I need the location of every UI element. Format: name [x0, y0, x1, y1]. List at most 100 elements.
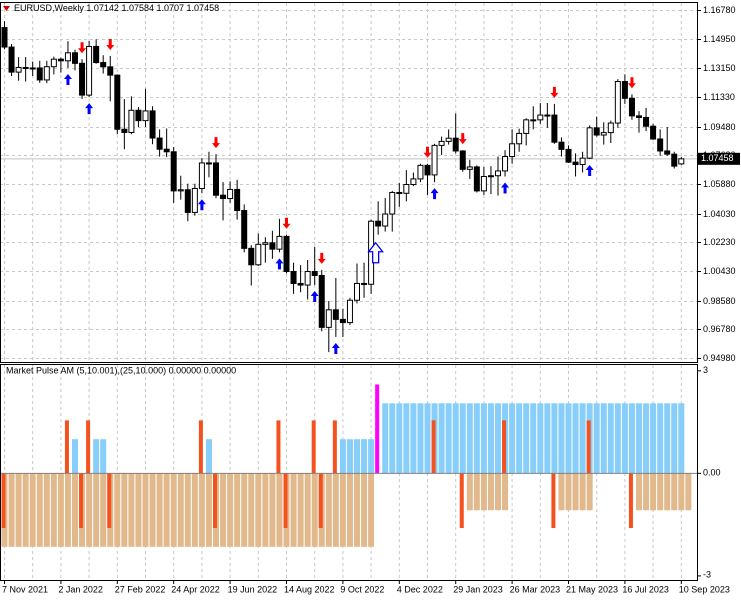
candle-body [487, 175, 494, 178]
last-high: 1.07584 [121, 3, 154, 13]
candle-body [382, 213, 389, 227]
histogram-bar [262, 473, 269, 547]
histogram-bar [191, 473, 198, 547]
candle-body [459, 150, 466, 170]
histogram-bar [551, 403, 558, 474]
candle-body [579, 157, 586, 166]
histogram-bar [495, 403, 501, 474]
histogram-bar [685, 473, 692, 511]
sell-arrow [550, 86, 559, 98]
histogram-bar [487, 403, 494, 474]
candle-body [262, 242, 269, 245]
y-tick-label: 1.16780 [703, 5, 736, 15]
candle-body [621, 81, 628, 99]
histogram-bar [586, 420, 591, 474]
y-tick-label: 0.00 [703, 468, 721, 478]
histogram-bar [466, 473, 473, 511]
candle-body [643, 116, 650, 127]
histogram-bar [614, 403, 621, 474]
histogram-bar [579, 473, 586, 511]
histogram-bar [502, 473, 509, 511]
histogram-bar [339, 473, 346, 547]
buy-arrow [310, 291, 319, 303]
symbol-icon [3, 6, 10, 11]
candle-body [220, 194, 227, 200]
candle-body [544, 114, 551, 117]
histogram-bar [248, 473, 255, 547]
x-tick-label: 9 Oct 2022 [340, 584, 384, 594]
candle-body [445, 137, 452, 142]
histogram-bar [290, 473, 297, 547]
histogram-bar [368, 439, 375, 474]
candle-body [332, 309, 339, 320]
candle-body [558, 141, 565, 150]
histogram-bar [643, 403, 650, 474]
candle-body [650, 125, 657, 140]
candle-body [255, 243, 262, 266]
candle-body [431, 144, 438, 176]
symbol: EURUSD,Weekly [14, 3, 84, 13]
y-tick-label: 1.14950 [703, 34, 736, 44]
candle-body [170, 151, 177, 192]
histogram-bar [410, 403, 417, 474]
candle-body [311, 270, 318, 276]
histogram-bar [382, 403, 389, 474]
histogram-bar [156, 473, 163, 547]
histogram-bar [346, 439, 353, 474]
histogram-bar [346, 473, 353, 547]
y-tick-label: 1.04030 [703, 209, 736, 219]
candle-body [107, 66, 114, 76]
candle-body [156, 137, 163, 150]
histogram-bar [628, 403, 635, 474]
histogram-bar [64, 420, 69, 474]
candle-body [354, 282, 360, 301]
y-tick-label: 1.13150 [703, 63, 736, 73]
candle-body [495, 170, 501, 177]
histogram-bar [255, 473, 262, 547]
histogram-bar [417, 403, 424, 474]
sell-arrow [106, 38, 115, 50]
histogram-bar [565, 473, 572, 511]
histogram-bar [473, 473, 480, 511]
histogram-bar [579, 403, 586, 474]
histogram-bar [79, 473, 84, 529]
histogram-bar [325, 473, 332, 547]
histogram-bar [283, 473, 288, 529]
histogram-bar [487, 473, 494, 511]
candle-body [530, 119, 537, 122]
candle-body [163, 148, 170, 153]
candle-body [15, 66, 22, 73]
candle-body [636, 115, 642, 118]
axis: 7 Nov 2021 2 Jan 2022 27 Feb 2022 24 Apr 20… [2, 5, 740, 594]
sell-arrow [458, 133, 467, 145]
histogram-bar [93, 473, 100, 547]
histogram-bar [198, 420, 203, 474]
histogram-bar [678, 473, 685, 511]
histogram-bar [389, 403, 396, 474]
candle-body [191, 187, 198, 213]
sell-arrow [212, 137, 220, 149]
histogram-bar [678, 403, 685, 474]
candle-body [177, 189, 184, 192]
candle-body [198, 162, 205, 189]
candle-body [480, 176, 487, 192]
candle-body [227, 188, 234, 200]
candle-body [600, 132, 607, 136]
candle-body [86, 45, 93, 96]
sell-arrow [627, 77, 636, 89]
histogram-bar [593, 403, 600, 474]
y-tick-label: 1.02230 [703, 237, 736, 247]
candle-body [628, 97, 635, 117]
candle-body [283, 235, 290, 272]
histogram-bar [671, 403, 678, 474]
candle-body [149, 110, 156, 139]
histogram-bar [241, 473, 248, 547]
histogram-bar [86, 420, 91, 474]
candle-body [516, 132, 523, 145]
histogram-bar [424, 403, 431, 474]
candle-body [361, 282, 368, 285]
x-tick-label: 26 Mar 2023 [510, 584, 561, 594]
histogram-bar [516, 403, 523, 474]
candle-body [290, 270, 297, 284]
candle-body [678, 158, 685, 165]
